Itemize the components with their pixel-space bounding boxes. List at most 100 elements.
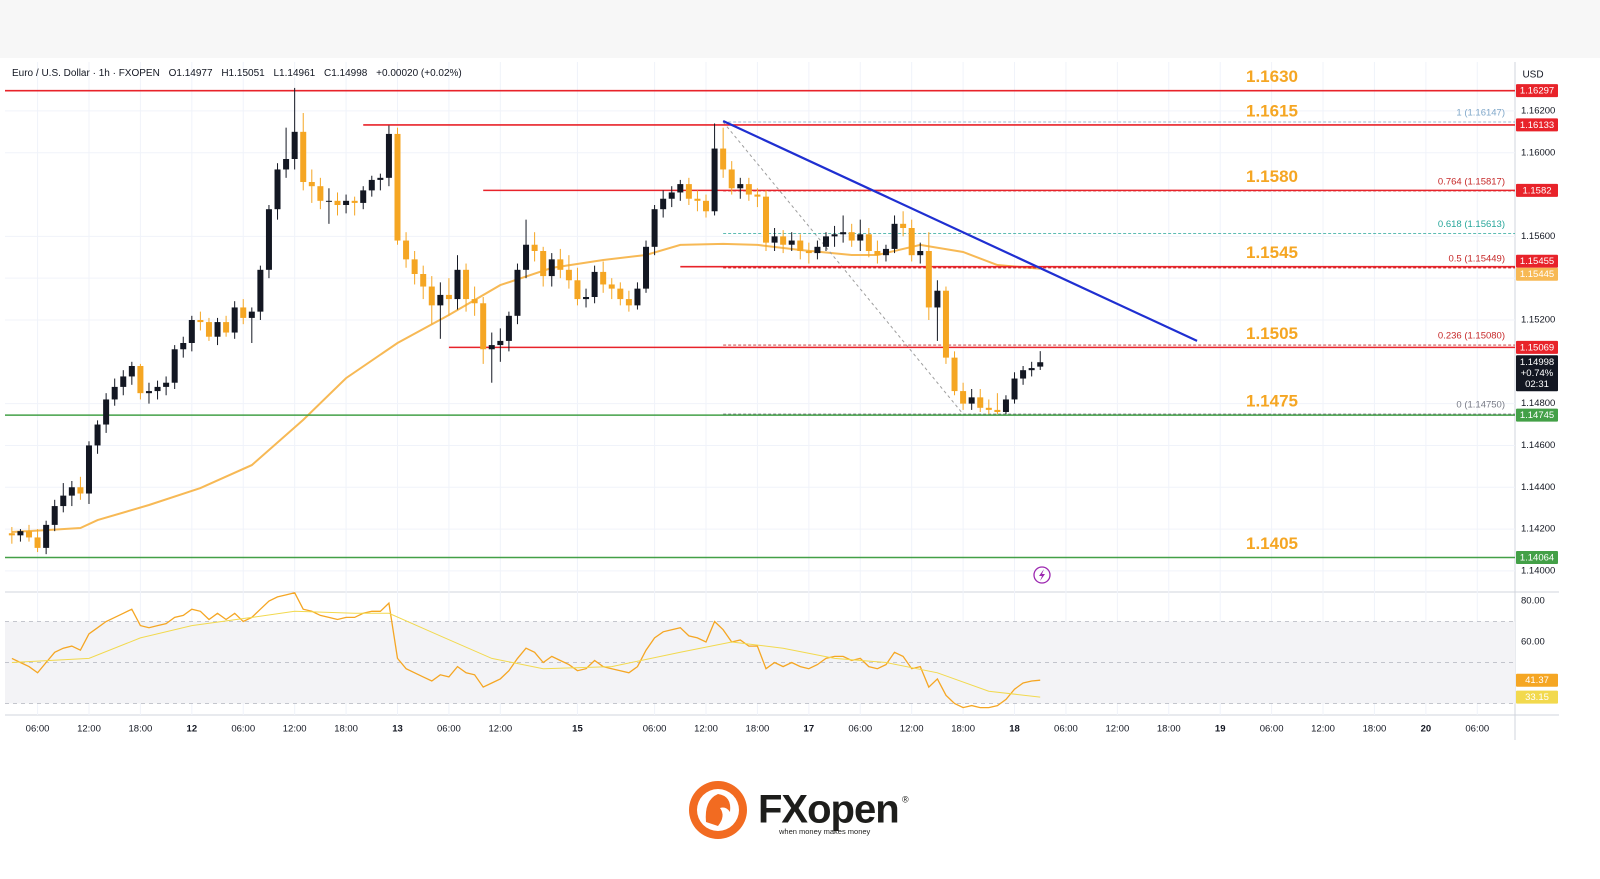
x-tick-label: 12 [187,724,198,735]
candle-body [977,397,984,408]
candle-body [360,190,367,203]
candle-body [171,349,178,383]
ohlc-high: H1.15051 [221,68,265,79]
candle-body [900,223,907,229]
level-price-label-box [1516,84,1558,98]
candle-body [822,236,829,247]
x-tick-label: 18:00 [1157,724,1181,735]
candle-body [651,209,658,247]
x-tick-label: 12:00 [900,724,924,735]
currency: USD [1522,70,1543,81]
x-tick-label: 06:00 [26,724,50,735]
level-text: 1.1545 [1246,243,1298,262]
candle-body [68,487,75,496]
candle-body [703,200,710,212]
candle-body [248,311,255,318]
candle-body [343,200,350,206]
y-tick-label: 1.14600 [1521,440,1555,451]
candle-body [591,271,598,297]
chart-header: Euro / U.S. Dollar · 1h · FXOPEN O1.1497… [12,68,462,79]
candle-body [257,269,264,312]
candle-body [1002,399,1009,412]
candle-body [942,290,949,358]
rsi-value-label-box [1516,690,1558,704]
ohlc-open: O1.14977 [169,68,213,79]
candle-body [660,198,667,210]
x-tick-label: 12:00 [1311,724,1335,735]
candle-body [163,382,170,387]
candle-body [385,133,392,178]
candle-body [505,315,512,341]
candle-body [454,269,461,300]
last-price-info: 02:31 [1525,379,1549,390]
level-price-label: 1.15455 [1520,256,1554,267]
y-tick-label: 1.16200 [1521,105,1555,116]
candle-body [60,495,67,507]
candle-body [17,531,24,536]
x-tick-label: 06:00 [848,724,872,735]
level-price-label-box [1516,340,1558,354]
x-tick-label: 12:00 [694,724,718,735]
level-text: 1.1405 [1246,534,1298,553]
x-tick-label: 12:00 [488,724,512,735]
y-tick-label: 1.16000 [1521,147,1555,158]
level-price-label: 1.16133 [1520,120,1554,131]
candle-body [137,365,144,394]
y-tick-label: 1.15600 [1521,231,1555,242]
fib-label: 0.764 (1.15817) [1438,177,1505,188]
candle-body [891,223,898,249]
candle-body [103,399,110,425]
x-tick-label: 20 [1421,724,1432,735]
candle-body [583,296,590,300]
candle-body [540,251,547,277]
candle-body [514,269,521,316]
fib-label: 0 (1.14750) [1456,400,1505,411]
logo-lion [705,794,731,826]
level-text: 1.1475 [1246,392,1298,411]
x-tick-label: 06:00 [1465,724,1489,735]
candle-body [771,236,778,243]
candle-body [600,271,607,285]
level-price-label-box [1516,118,1558,132]
x-tick-label: 06:00 [643,724,667,735]
ma-price-label: 1.15445 [1520,269,1554,280]
candle-body [754,194,761,197]
x-tick-label: 18:00 [951,724,975,735]
candle-body [8,533,15,536]
x-tick-label: 18:00 [1363,724,1387,735]
logo-text: FXopen [758,788,899,832]
candle-body [874,251,881,256]
candle-body [831,234,838,237]
candle-body [325,200,332,202]
candle-body [128,365,135,377]
last-price-box [1516,355,1558,392]
rsi-line [11,592,1041,709]
candle-body [368,179,375,191]
x-tick-label: 19 [1215,724,1226,735]
candle-body [917,251,924,256]
candle-body [180,342,187,350]
logo-registered: ® [902,794,909,804]
level-text: 1.1630 [1246,67,1298,86]
x-tick-label: 18 [1009,724,1020,735]
candle-body [291,131,298,160]
candle-body [711,148,718,212]
x-tick-label: 18:00 [129,724,153,735]
x-tick-label: 12:00 [1105,724,1129,735]
candle-body [85,445,92,494]
logo-tagline: when money makes money [778,827,871,836]
candle-body [231,307,238,333]
candle-body [523,244,530,270]
level-price-label: 1.16297 [1520,86,1554,97]
candle-body [805,251,812,254]
logo: FXopen ® when money makes money [689,781,909,839]
candle-body [463,269,470,300]
level-price-label-box [1516,408,1558,422]
candle-body [677,184,684,193]
candle-body [797,240,804,252]
fib-label: 0.5 (1.15449) [1448,253,1505,264]
candle-body [1028,368,1035,371]
x-tick-label: 06:00 [231,724,255,735]
alert-bolt [1039,569,1045,581]
